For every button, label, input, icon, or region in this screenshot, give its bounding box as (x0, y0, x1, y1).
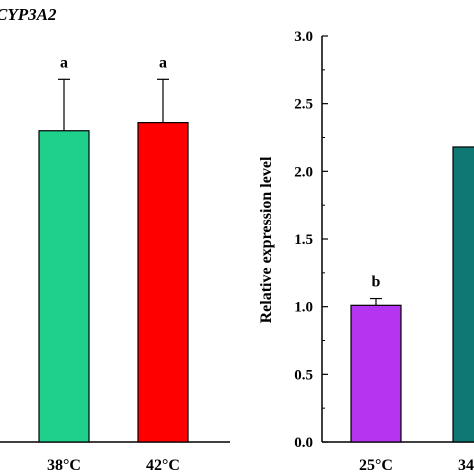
right-bar-0 (350, 304, 402, 443)
right-y-ticks: 0.0 0.5 1.0 1.5 2.0 2.5 3.0 (294, 29, 328, 451)
right-y-tick-label-2: 1.0 (294, 300, 313, 316)
left-significance-label-0: a (60, 54, 68, 71)
right-bar-1 (452, 146, 474, 443)
left-category-label-42: 42°C (146, 457, 180, 474)
right-y-tick-label-1: 0.5 (294, 367, 313, 383)
right-y-tick-label-6: 3.0 (294, 29, 313, 45)
right-y-axis-title: Relative expression level (258, 156, 275, 323)
right-significance-label-0: b (372, 274, 381, 291)
right-category-label-34: 34 (458, 457, 474, 474)
right-y-tick-label-0: 0.0 (294, 435, 313, 451)
right-y-tick-label-5: 2.5 (294, 97, 313, 113)
left-category-label-38: 38°C (47, 457, 81, 474)
right-marks: ba (350, 146, 474, 443)
left-panel-title: CYP3A2 (0, 5, 57, 24)
left-bar-1 (137, 122, 189, 443)
right-panel: 0.0 0.5 1.0 1.5 2.0 2.5 3.0 Relative expressio… (258, 29, 474, 474)
left-significance-label-1: a (159, 54, 167, 71)
right-category-label-25: 25°C (359, 457, 393, 474)
left-bar-0 (38, 130, 90, 443)
right-y-tick-label-4: 2.0 (294, 164, 313, 180)
right-y-tick-label-3: 1.5 (294, 232, 313, 248)
